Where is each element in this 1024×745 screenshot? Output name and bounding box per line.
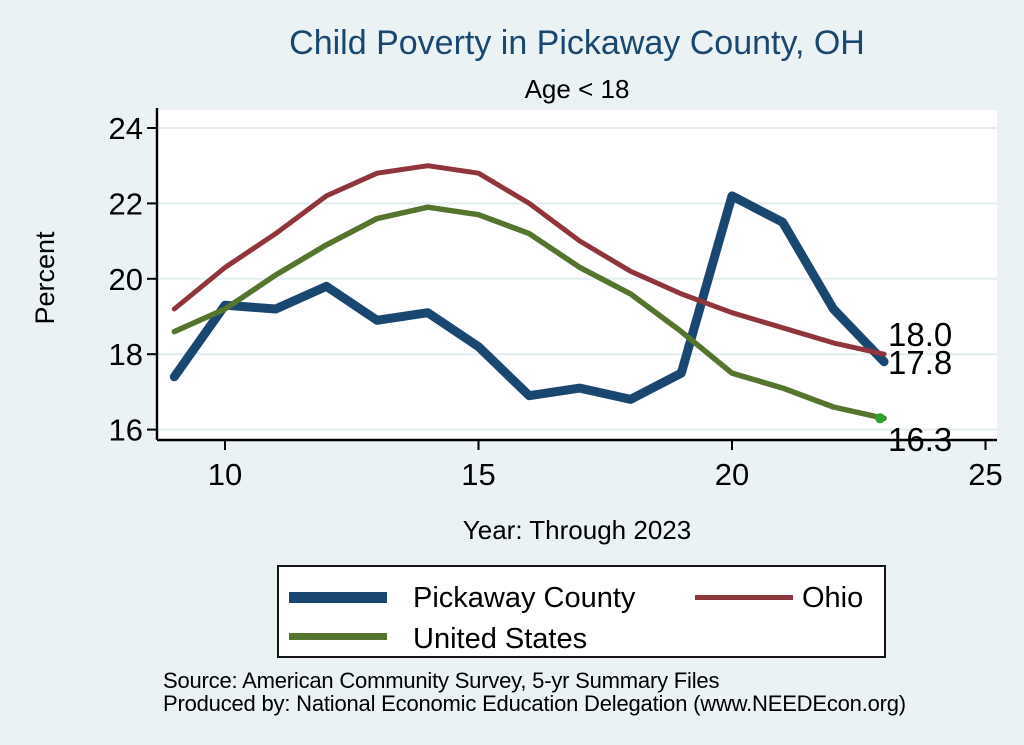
y-axis-title: Percent [30,231,60,325]
y-tick-label-22: 22 [109,186,143,221]
end-value-label-ohio: 18.0 [888,316,953,353]
y-tick-label-20: 20 [109,262,143,297]
series-line-pickaway-county [169,191,889,404]
producer-note: Produced by: National Economic Education… [163,691,906,716]
series-line-united-states [171,204,887,422]
legend-label-ohio: Ohio [802,582,864,614]
end-value-label-united-states: 16.3 [888,421,953,458]
chart-subtitle: Age < 18 [524,74,630,104]
x-axis-title: Year: Through 2023 [462,515,692,545]
legend-swatch-united-states [289,633,387,640]
legend-label-pickaway-county: Pickaway County [413,582,636,614]
legend-box: Pickaway County Ohio United States [277,565,886,658]
y-tick-label-16: 16 [109,413,143,448]
series-end-marker-united-states [875,413,886,424]
legend-swatch-ohio [695,595,793,600]
legend-label-united-states: United States [413,623,588,655]
x-tick-label-20: 20 [715,457,749,492]
x-tick-label-15: 15 [461,457,495,492]
chart-title: Child Poverty in Pickaway County, OH [289,24,865,62]
footer-notes: Source: American Community Survey, 5-yr … [163,669,906,715]
x-tick-label-25: 25 [968,457,1002,492]
y-tick-label-24: 24 [109,111,143,146]
series-line-ohio [171,163,887,357]
source-note: Source: American Community Survey, 5-yr … [163,668,720,693]
end-value-label-pickaway-county: 17.8 [888,344,953,381]
y-tick-label-18: 18 [109,337,143,372]
legend-swatch-pickaway-county [289,592,387,603]
x-tick-label-10: 10 [208,457,242,492]
